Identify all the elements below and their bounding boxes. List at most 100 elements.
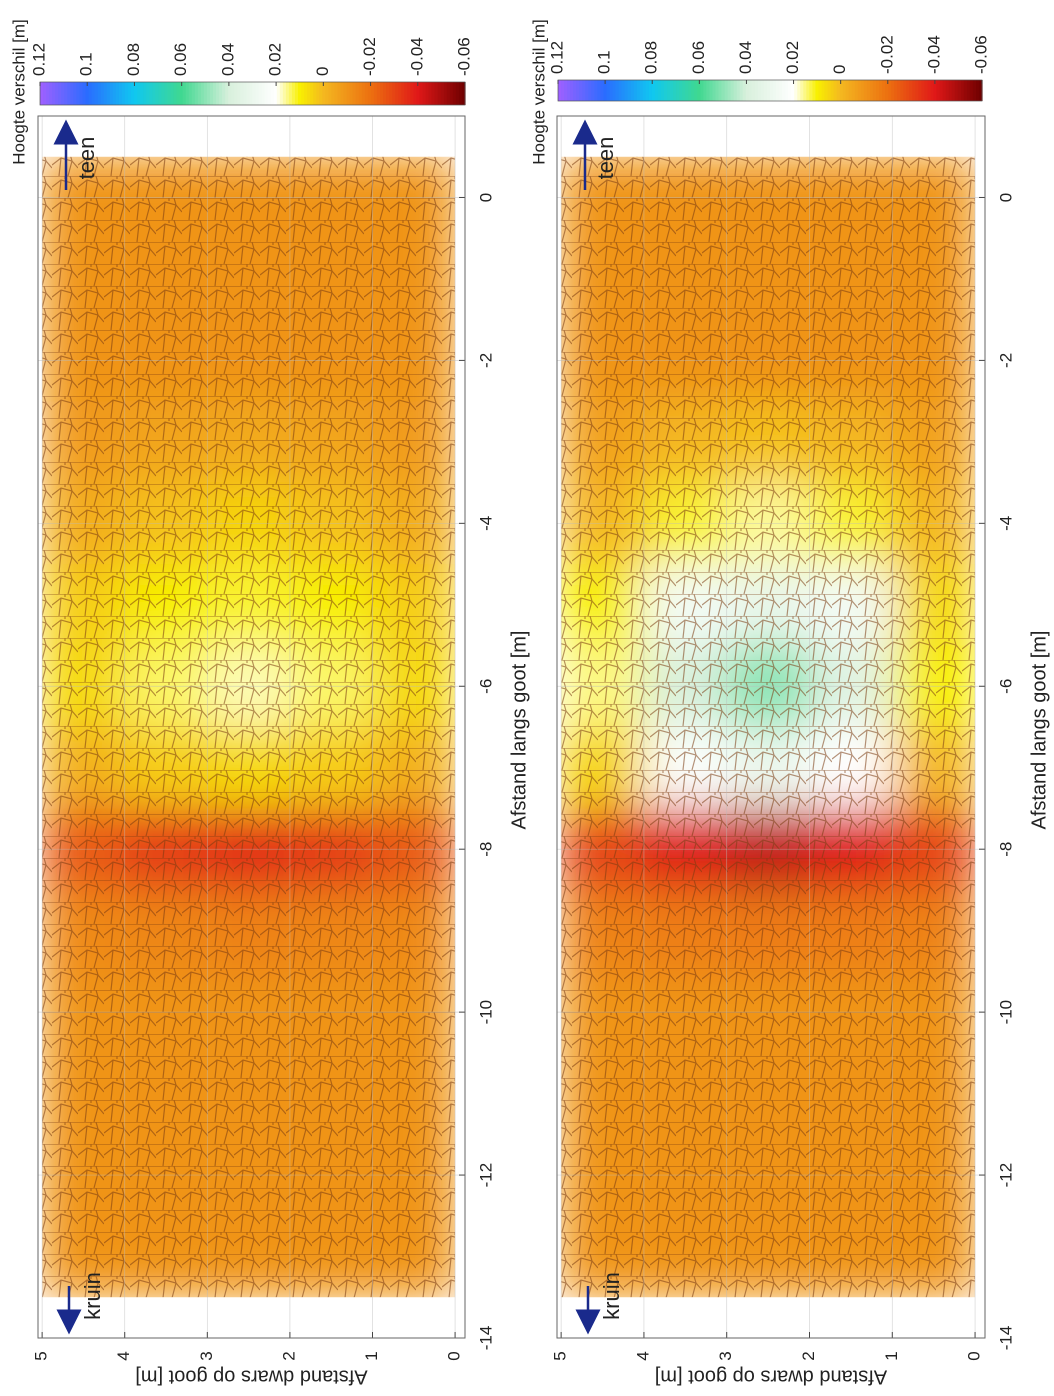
colorbar-swatch	[437, 82, 442, 105]
y-tick-label: 3	[197, 1351, 216, 1360]
colorbar-swatch	[73, 82, 78, 105]
colorbar-swatch	[313, 82, 317, 105]
colorbar-swatch	[380, 82, 384, 105]
colorbar-swatch	[776, 80, 780, 101]
field	[561, 156, 976, 1298]
colorbar-swatch	[298, 82, 302, 105]
colorbar-swatch	[40, 82, 44, 105]
colorbar-swatch	[273, 82, 278, 105]
colorbar-tick-label: 0.06	[171, 43, 190, 76]
colorbar-swatch	[134, 82, 138, 105]
colorbar-swatch	[331, 82, 336, 105]
x-tick-label: -10	[476, 1000, 495, 1025]
plot-frame	[556, 115, 986, 1339]
colorbar-swatch	[43, 82, 47, 105]
y-tick-label: 4	[114, 1351, 133, 1360]
colorbar-swatch	[682, 80, 686, 101]
colorbar-swatch	[443, 82, 448, 105]
colorbar-swatch	[258, 82, 263, 105]
y-tick-label: 5	[551, 1351, 570, 1360]
colorbar-swatch	[773, 80, 777, 101]
colorbar-swatch	[234, 82, 238, 105]
colorbar-swatch	[143, 82, 147, 105]
colorbar-swatch	[76, 82, 81, 105]
colorbar-tick-label: 0.06	[689, 41, 708, 74]
colorbar-swatch	[624, 80, 629, 101]
colorbar-swatch	[972, 80, 977, 101]
colorbar-swatch	[697, 80, 701, 101]
colorbar-swatch	[803, 80, 807, 101]
colorbar-swatch	[939, 80, 944, 101]
colorbar-tick-label: 0.12	[547, 41, 566, 74]
colorbar-swatch	[179, 82, 184, 105]
colorbar-swatch	[709, 80, 714, 101]
colorbar-swatch	[219, 82, 223, 105]
colorbar-swatch	[618, 80, 623, 101]
colorbar-swatch	[606, 80, 611, 101]
colorbar-tick-label: 0.02	[266, 43, 285, 76]
colorbar-swatch	[597, 80, 601, 101]
colorbar-swatch	[845, 80, 850, 101]
colorbar-swatch	[325, 82, 329, 105]
colorbar-swatch	[255, 82, 260, 105]
colorbar-swatch	[383, 82, 387, 105]
colorbar-swatch	[185, 82, 190, 105]
colorbar-swatch	[942, 80, 947, 101]
y-tick-label: 5	[32, 1351, 51, 1360]
colorbar-swatch	[727, 80, 732, 101]
colorbar-swatch	[582, 80, 586, 101]
colorbar-swatch	[788, 80, 792, 101]
colorbar-swatch	[100, 82, 105, 105]
colorbar-swatch	[739, 80, 744, 101]
colorbar-swatch	[398, 82, 402, 105]
colorbar-swatch	[633, 80, 638, 101]
colorbar-swatch	[824, 80, 829, 101]
colorbar-swatch	[358, 82, 363, 105]
colorbar-swatch	[657, 80, 662, 101]
colorbar-swatch	[909, 80, 913, 101]
colorbar-swatch	[627, 80, 632, 101]
y-axis-label: Afstand dwars op goot [m]	[655, 1366, 887, 1388]
colorbar-swatch	[691, 80, 695, 101]
colorbar-swatch	[603, 80, 608, 101]
annotation: kruin	[599, 1272, 624, 1320]
colorbar-swatch	[52, 82, 56, 105]
colorbar-swatch	[651, 80, 656, 101]
colorbar-swatch	[954, 80, 959, 101]
colorbar-swatch	[900, 80, 904, 101]
colorbar-swatch	[140, 82, 144, 105]
colorbar-swatch	[431, 82, 436, 105]
colorbar-swatch	[730, 80, 735, 101]
colorbar-swatch	[936, 80, 941, 101]
colorbar-swatch	[812, 80, 817, 101]
colorbar-tick-label: 0.04	[736, 41, 755, 74]
colorbar-swatch	[70, 82, 74, 105]
colorbar-tick-label: -0.02	[360, 37, 379, 76]
colorbar-swatch	[61, 82, 65, 105]
colorbar-swatch	[869, 80, 874, 101]
colorbar-swatch	[64, 82, 68, 105]
colorbar-swatch	[648, 80, 653, 101]
colorbar-swatch	[167, 82, 172, 105]
colorbar-swatch	[897, 80, 901, 101]
colorbar-swatch	[449, 82, 454, 105]
colorbar-swatch	[413, 82, 418, 105]
x-tick-label: -2	[996, 353, 1015, 368]
colorbar-swatch	[833, 80, 838, 101]
colorbar-swatch	[91, 82, 96, 105]
colorbar-swatch	[700, 80, 704, 101]
colorbar-swatch	[791, 80, 795, 101]
colorbar-title: Hoogte verschil [m]	[9, 19, 28, 165]
colorbar-swatch	[872, 80, 877, 101]
colorbar-swatch	[440, 82, 445, 105]
colorbar-swatch	[570, 80, 574, 101]
colorbar-tick-label: 0.08	[124, 43, 143, 76]
colorbar-swatch	[85, 82, 90, 105]
y-tick-label: 0	[445, 1351, 464, 1360]
colorbar-swatch	[891, 80, 895, 101]
x-tick-label: -14	[996, 1326, 1015, 1351]
colorbar-swatch	[639, 80, 644, 101]
colorbar-swatch	[164, 82, 169, 105]
colorbar-swatch	[182, 82, 187, 105]
panel: 0 -2 -4 -6 -8 -10 -12 -14 0 1 2 3 4 5 Afstand langs go…	[529, 19, 1050, 1387]
